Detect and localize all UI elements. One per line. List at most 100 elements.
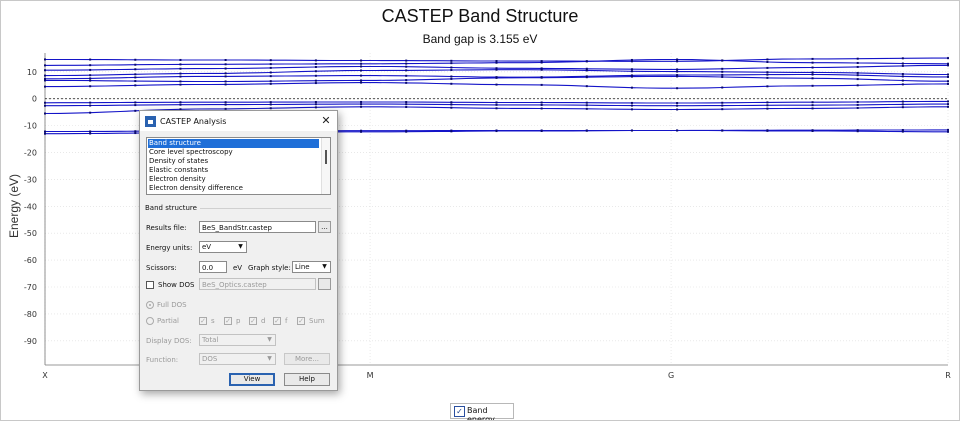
band-point [630,70,633,73]
dos-file-field[interactable]: BeS_Optics.castep [199,278,316,290]
band-point [856,71,859,74]
chart-subtitle: Band gap is 3.155 eV [422,32,538,46]
band-point [721,67,724,70]
band-point [676,68,679,71]
band-point [947,64,949,67]
scissors-label: Scissors: [146,264,177,272]
band-point [721,75,724,78]
band-point [314,82,317,85]
display-dos-label: Display DOS: [146,337,192,345]
band-point [179,108,182,111]
y-tick-label: -70 [24,283,37,292]
results-file-browse-button[interactable]: ... [318,221,331,233]
scissors-field[interactable]: 0.0 [199,261,227,273]
view-button[interactable]: View [229,373,275,386]
band-point [947,80,949,83]
band-point [314,62,317,65]
band-point [314,59,317,62]
legend[interactable]: ✓ Band energy [450,403,514,420]
more-button[interactable]: More... [284,353,330,365]
band-point [89,111,92,114]
band-point [540,60,543,63]
help-button[interactable]: Help [284,373,330,386]
band-point [540,67,543,70]
band-point [44,130,46,133]
band-point [856,57,859,60]
x-tick-label: M [367,371,374,380]
band-point [495,83,498,86]
band-point [179,67,182,70]
castep-analysis-dialog: CASTEP Analysis ✕ Band structure Core le… [139,110,338,391]
band-point [405,130,408,133]
band-point [766,66,769,69]
band-point [89,64,92,67]
task-list[interactable]: Band structure Core level spectroscopy D… [146,137,331,195]
band-point [44,101,46,104]
graph-style-label: Graph style: [248,264,291,272]
partial-f-checkbox[interactable]: ✓ [273,317,281,325]
task-list-scrollbar[interactable] [321,138,330,194]
band-point [89,101,92,104]
band-point [450,101,453,104]
band-point [676,75,679,78]
task-item[interactable]: Density of states [149,157,209,165]
band-point [360,105,363,108]
scrollbar-thumb[interactable] [325,150,327,164]
display-dos-select[interactable]: Total ▼ [199,334,276,346]
close-icon[interactable]: ✕ [321,114,331,127]
band-point [360,129,363,132]
graph-style-select[interactable]: Line ▼ [292,261,331,273]
band-point [224,63,227,66]
band-point [630,75,633,78]
band-point [766,129,769,132]
band-point [540,83,543,86]
function-select[interactable]: DOS ▼ [199,353,276,365]
y-tick-label: 0 [32,95,37,104]
band-point [405,106,408,109]
band-point [721,86,724,89]
full-dos-radio[interactable] [146,301,154,309]
band-point [630,104,633,107]
band-point [179,80,182,83]
task-item[interactable]: Core level spectroscopy [149,148,233,156]
band-point [540,103,543,106]
band-point [721,104,724,107]
dos-file-browse-button[interactable] [318,278,331,290]
band-point [811,66,814,69]
partial-d-checkbox[interactable]: ✓ [249,317,257,325]
band-point [360,69,363,72]
band-point [856,106,859,109]
band-point [901,79,904,82]
band-point [450,82,453,85]
dialog-titlebar[interactable]: CASTEP Analysis ✕ [140,111,337,131]
band-point [314,65,317,68]
band-point [901,57,904,60]
results-file-field[interactable]: BeS_BandStr.castep [199,221,316,233]
band-point [269,75,272,78]
band-point [44,79,46,82]
band-point [44,74,46,77]
band-point [540,129,543,132]
chevron-down-icon: ▼ [238,243,243,250]
band-point [856,78,859,81]
partial-s-checkbox[interactable]: ✓ [199,317,207,325]
show-dos-checkbox[interactable] [146,281,154,289]
partial-sum-label: Sum [309,317,325,325]
task-item[interactable]: Electron density difference [149,184,243,192]
band-point [856,74,859,77]
energy-units-select[interactable]: eV ▼ [199,241,247,253]
partial-radio[interactable] [146,317,154,325]
partial-p-checkbox[interactable]: ✓ [224,317,232,325]
band-point [540,101,543,104]
task-item[interactable]: Elastic constants [149,166,209,174]
band-point [495,61,498,64]
scissors-unit: eV [233,264,243,272]
partial-sum-checkbox[interactable]: ✓ [297,317,305,325]
task-item[interactable]: Band structure [148,139,319,148]
legend-checkbox[interactable]: ✓ [454,406,465,417]
task-item[interactable]: Electron density [149,175,206,183]
band-point [947,128,949,131]
band-point [314,106,317,109]
show-dos-label: Show DOS [158,281,195,289]
band-point [450,69,453,72]
